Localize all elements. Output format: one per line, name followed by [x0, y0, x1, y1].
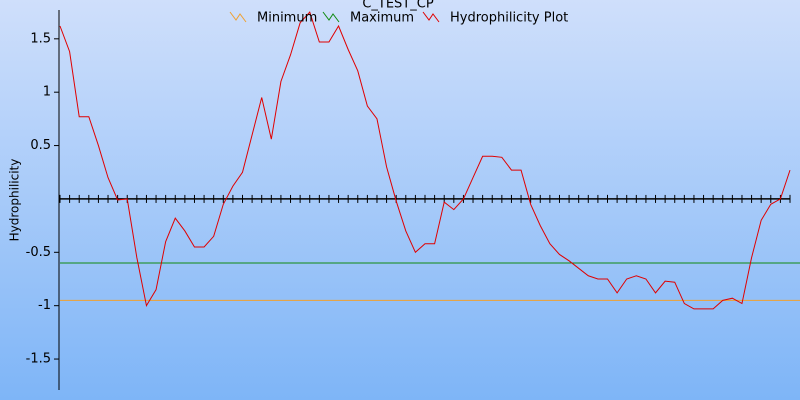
legend-icon [422, 11, 440, 23]
legend-icon [322, 11, 340, 23]
legend-icon [229, 11, 247, 23]
data-line [59, 11, 791, 310]
y-tick-label: 0.5 [30, 138, 51, 153]
y-tick-label: -1.5 [26, 352, 51, 367]
chart-title: C_TEST_CP [362, 0, 434, 12]
legend-label: Maximum [350, 11, 414, 26]
y-tick-label: -1 [38, 298, 51, 313]
y-tick-label: -0.5 [26, 245, 51, 260]
legend-label: Hydrophilicity Plot [450, 11, 568, 26]
y-tick-label: 1.5 [30, 31, 51, 46]
legend-label: Minimum [257, 11, 317, 26]
y-tick-label: 1 [43, 85, 51, 100]
y-axis-label: Hydrophilicity [8, 159, 22, 242]
